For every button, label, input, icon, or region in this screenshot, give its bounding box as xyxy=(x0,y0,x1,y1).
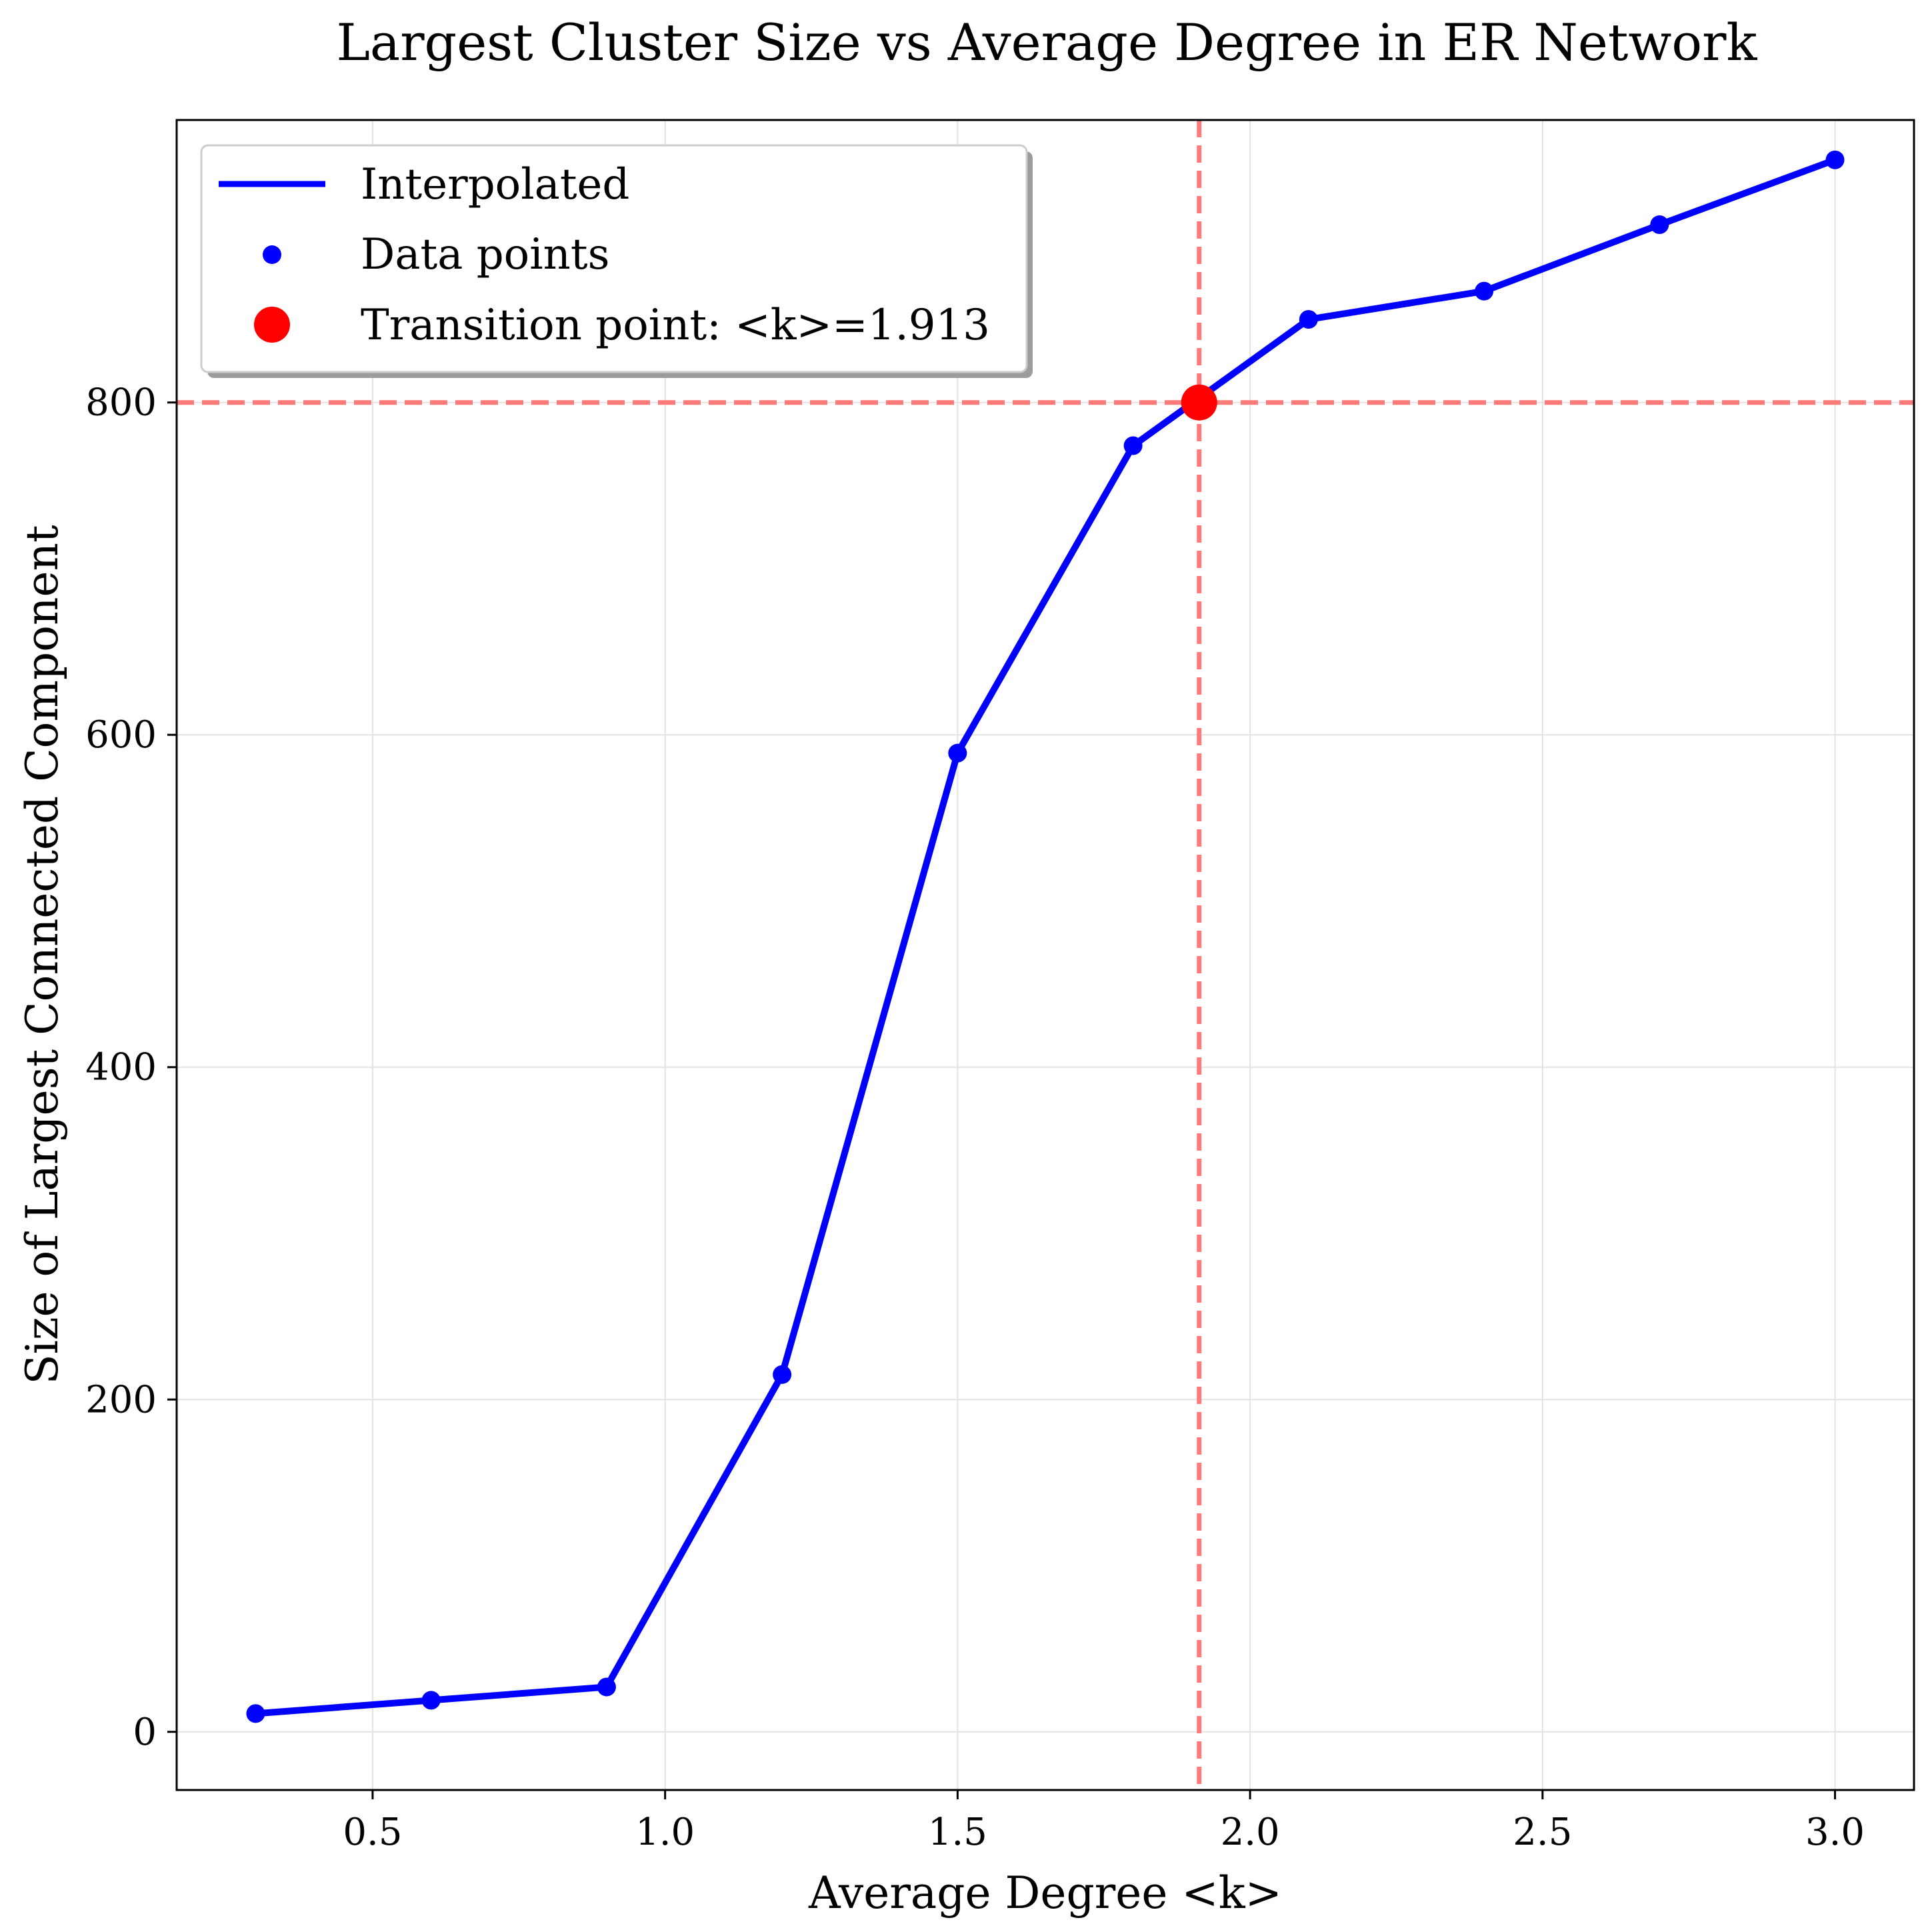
legend-marker-data-points xyxy=(263,245,281,264)
y-tick-label: 800 xyxy=(85,381,157,425)
data-point xyxy=(1299,310,1318,329)
y-tick-label: 200 xyxy=(85,1378,157,1421)
y-tick-label: 600 xyxy=(85,713,157,757)
legend-label-transition: Transition point: <k>=1.913 xyxy=(361,301,990,350)
x-tick-label: 3.0 xyxy=(1805,1811,1865,1854)
data-point xyxy=(1650,215,1669,235)
legend: Interpolated Data points Transition poin… xyxy=(200,144,1033,378)
legend-marker-transition xyxy=(254,307,290,343)
data-point xyxy=(246,1704,265,1723)
legend-label-interpolated: Interpolated xyxy=(361,160,629,209)
legend-label-data-points: Data points xyxy=(361,230,609,279)
reference-lines xyxy=(177,120,1914,1790)
interpolated-line xyxy=(252,156,1839,1717)
data-point xyxy=(1123,436,1143,455)
axis-ticks: 0.5 1.0 1.5 2.0 2.5 3.0 0 200 400 600 800 xyxy=(85,381,1865,1854)
plot-frame xyxy=(175,119,1915,1791)
x-tick-label: 0.5 xyxy=(343,1811,402,1854)
y-axis-label: Size of Largest Connected Component xyxy=(17,525,68,1384)
x-axis-label: Average Degree <k> xyxy=(808,1867,1282,1919)
x-tick-label: 2.0 xyxy=(1221,1811,1280,1854)
data-point xyxy=(1825,150,1845,169)
transition-point xyxy=(1181,384,1217,421)
chart-title: Largest Cluster Size vs Average Degree i… xyxy=(336,13,1757,72)
plot-series xyxy=(246,150,1845,1723)
y-tick-label: 400 xyxy=(85,1046,157,1089)
data-point xyxy=(1475,281,1494,301)
data-point xyxy=(948,743,967,763)
x-tick-label: 1.0 xyxy=(635,1811,695,1854)
y-tick-label: 0 xyxy=(133,1711,157,1754)
x-tick-label: 1.5 xyxy=(928,1811,987,1854)
x-tick-label: 2.5 xyxy=(1513,1811,1572,1854)
data-point xyxy=(421,1691,441,1710)
legend-box xyxy=(200,144,1028,373)
data-point xyxy=(597,1677,616,1697)
data-point xyxy=(773,1365,792,1384)
